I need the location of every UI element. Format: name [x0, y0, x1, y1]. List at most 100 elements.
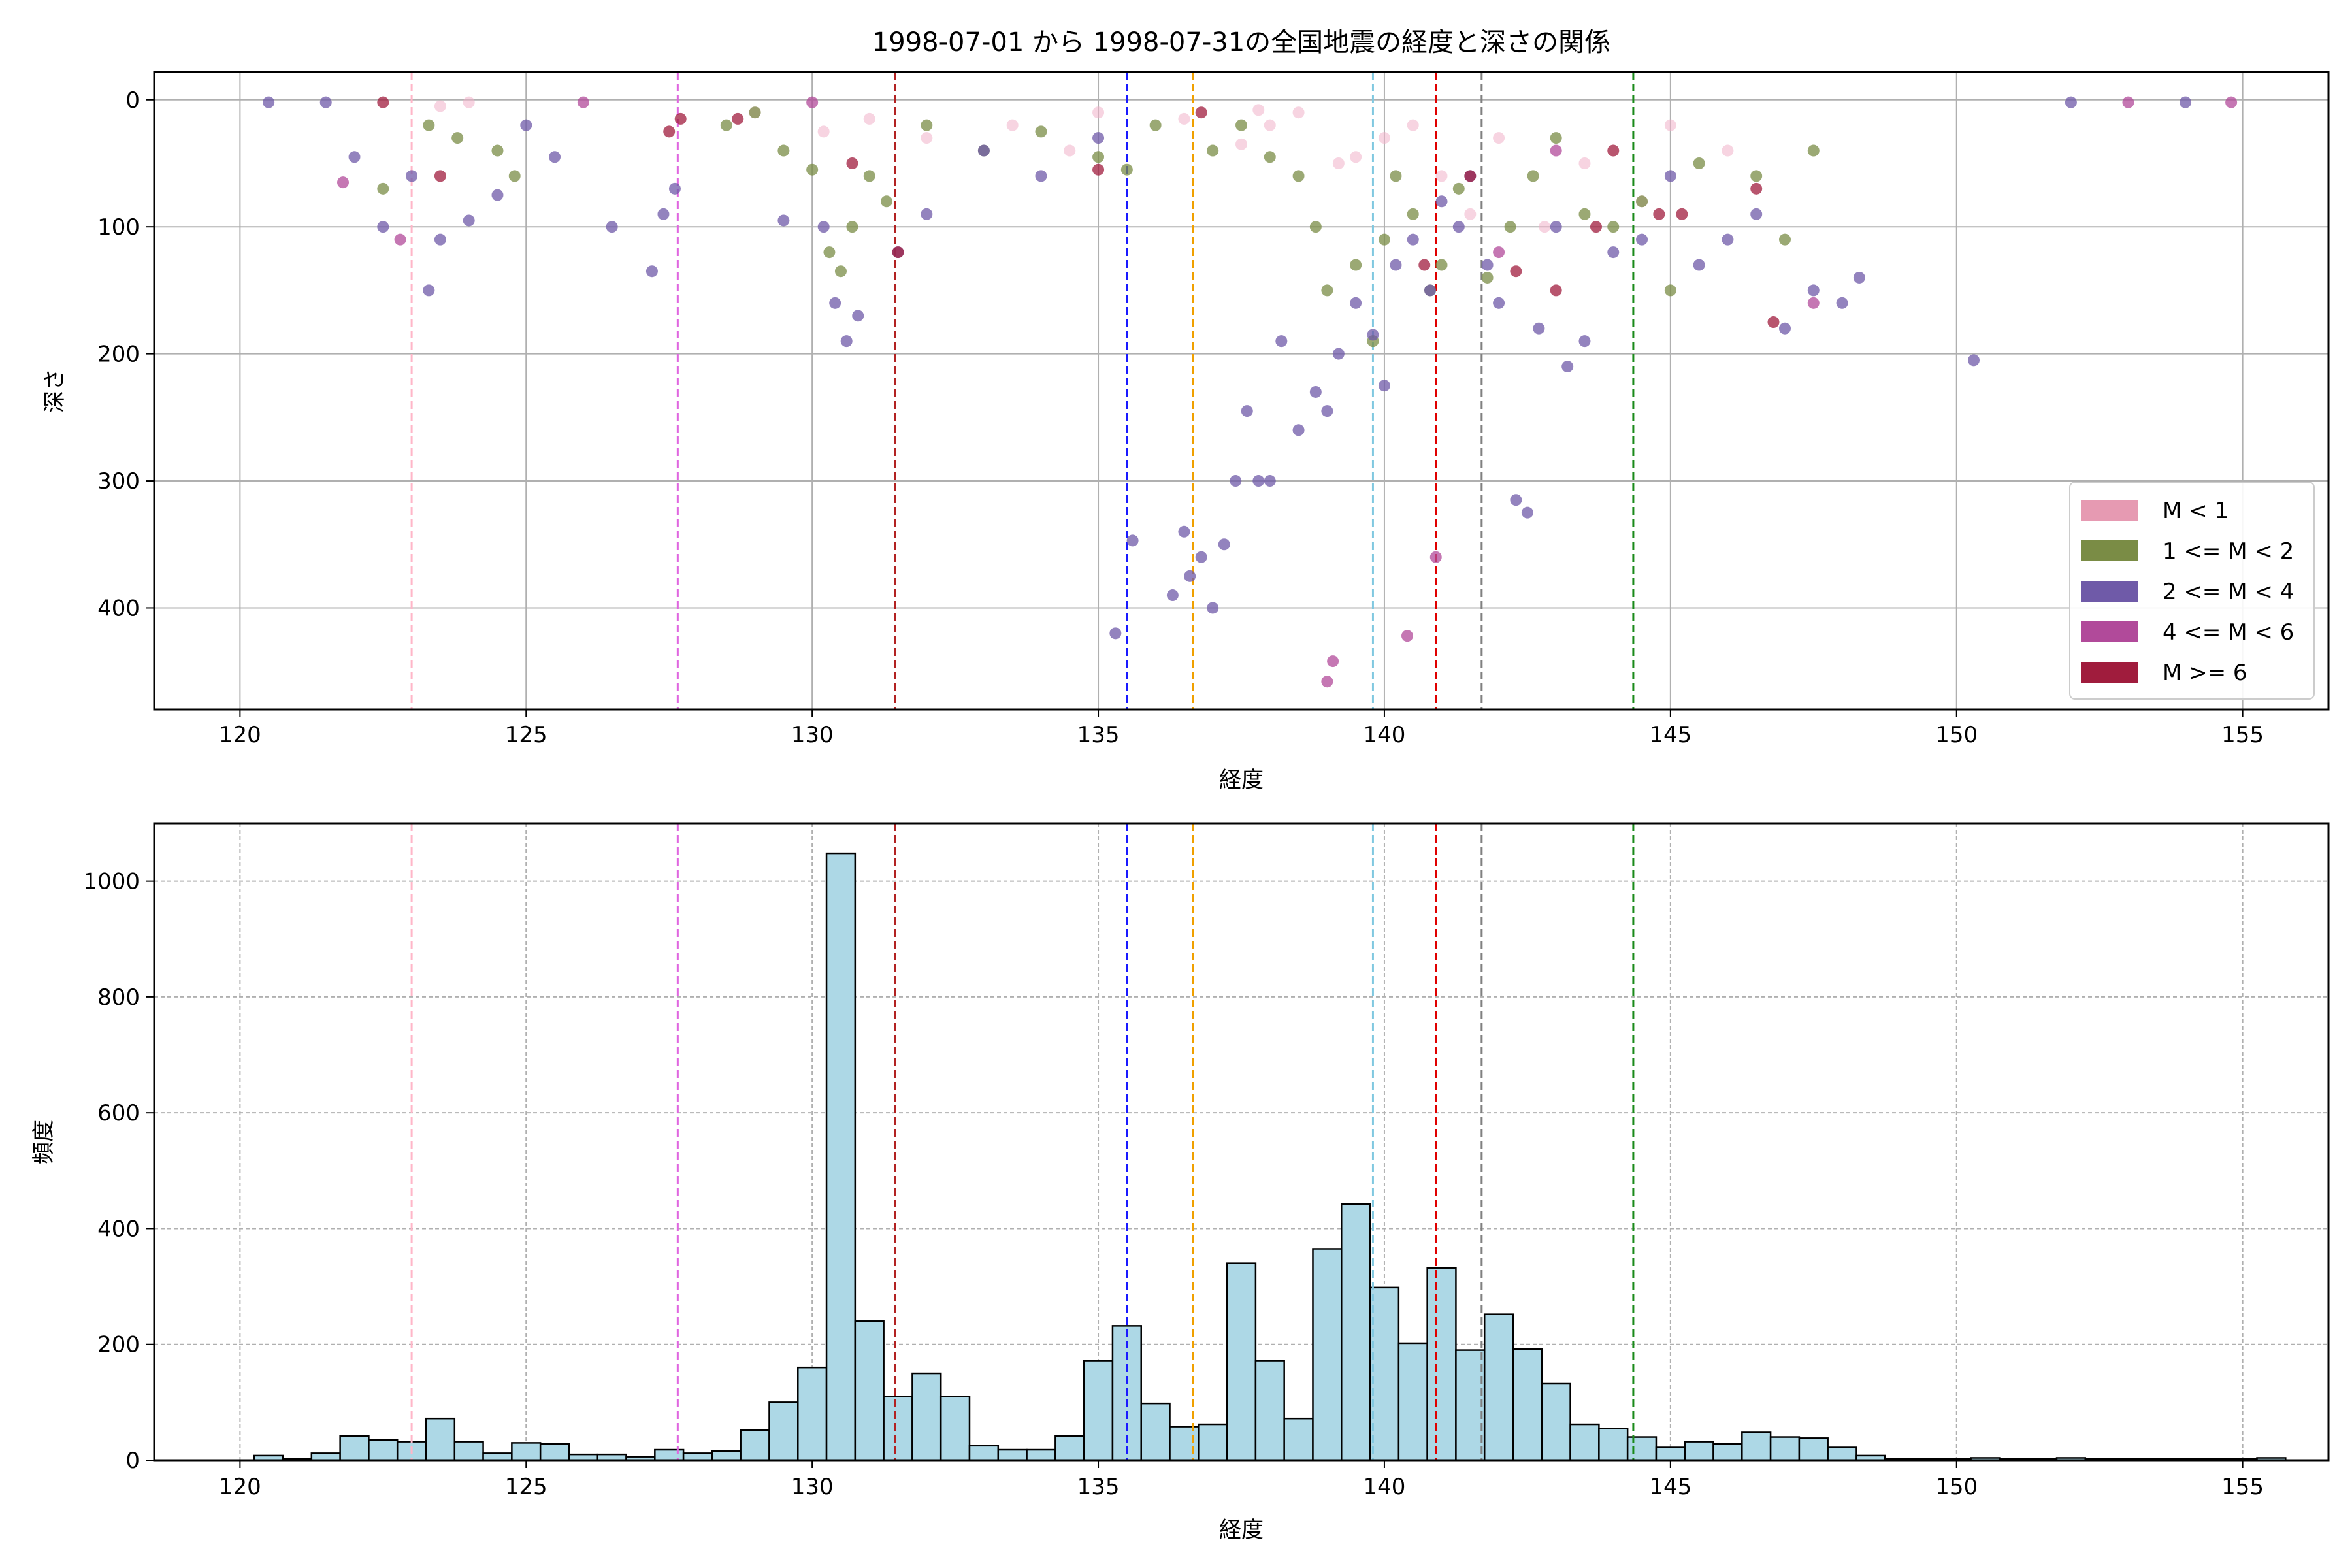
scatter-point	[1664, 284, 1676, 297]
scatter-point	[1109, 627, 1122, 640]
scatter-series	[377, 96, 1780, 329]
legend-label: 1 <= M < 2	[2163, 538, 2294, 564]
scatter-point	[1092, 163, 1105, 176]
scatter-point	[674, 112, 687, 125]
scatter-point	[1275, 335, 1288, 348]
scatter-point	[2122, 96, 2134, 108]
scatter-point	[1126, 534, 1139, 547]
histogram-bar	[682, 1452, 713, 1462]
scatter-point	[1664, 170, 1676, 182]
histogram-bar	[339, 1435, 370, 1462]
scatter-point	[1836, 297, 1848, 309]
scatter-point	[1235, 138, 1247, 150]
scatter-point	[1578, 157, 1591, 169]
scatter-point	[434, 233, 446, 246]
scatter-point	[1750, 170, 1763, 182]
scatter-point	[1407, 208, 1419, 220]
scatter-point	[1493, 132, 1505, 144]
scatter-point	[463, 214, 475, 227]
legend-swatch	[2081, 621, 2138, 642]
scatter-y-ticks: 0 100 200 300 400	[97, 88, 154, 621]
scatter-point	[817, 125, 830, 138]
scatter-point	[1779, 322, 1791, 335]
scatter-point	[720, 119, 732, 131]
scatter-point	[1550, 144, 1562, 157]
legend-swatch	[2081, 540, 2138, 561]
scatter-point	[1429, 551, 1442, 563]
scatter-point	[1367, 329, 1379, 341]
histogram-bar	[1598, 1428, 1629, 1462]
scatter-point	[1350, 151, 1362, 163]
histogram-bar	[1226, 1262, 1257, 1462]
scatter-x-ticks: 120 125 130 135 140 145 150 155	[219, 710, 2264, 748]
scatter-point	[668, 182, 681, 195]
histogram-x-axis-label: 経度	[1219, 1517, 1264, 1543]
histogram-grid	[154, 823, 2328, 1461]
scatter-point	[1435, 170, 1448, 182]
scatter-point	[1321, 284, 1333, 297]
scatter-point	[406, 170, 418, 182]
scatter-point	[1636, 195, 1648, 208]
histogram-plot-frame	[153, 822, 2330, 1462]
scatter-x-tick-label: 130	[791, 722, 834, 748]
histogram-reference-lines	[410, 823, 1635, 1460]
scatter-point	[1332, 348, 1345, 360]
legend-label: 4 <= M < 6	[2163, 619, 2294, 645]
legend-label: M < 1	[2163, 498, 2229, 524]
scatter-point	[1693, 259, 1705, 271]
histogram-bar	[511, 1442, 542, 1462]
scatter-point	[1149, 119, 1162, 131]
scatter-point	[549, 151, 561, 163]
histogram-bar	[883, 1396, 913, 1462]
scatter-point	[1550, 221, 1562, 233]
scatter-point	[1493, 297, 1505, 309]
scatter-point	[1693, 157, 1705, 169]
scatter-point	[1653, 208, 1665, 220]
scatter-point	[1452, 221, 1465, 233]
scatter-point	[1092, 151, 1105, 163]
scatter-point	[1722, 233, 1734, 246]
scatter-point	[1195, 551, 1207, 563]
scatter-point	[1504, 221, 1516, 233]
histogram-bar	[1712, 1443, 1743, 1462]
scatter-point	[423, 284, 435, 297]
scatter-point	[1435, 259, 1448, 271]
histogram-bar	[1827, 1446, 1857, 1462]
scatter-series	[337, 96, 2238, 688]
scatter-point	[1521, 506, 1533, 519]
scatter-point	[829, 297, 841, 309]
scatter-point	[1321, 405, 1333, 417]
scatter-point	[451, 132, 464, 144]
histogram-bar	[1026, 1448, 1056, 1462]
histogram-bar	[711, 1450, 742, 1462]
scatter-point	[1407, 119, 1419, 131]
scatter-reference-lines	[410, 72, 1635, 710]
histogram-x-tick-label: 125	[505, 1474, 547, 1500]
scatter-point	[1590, 221, 1602, 233]
scatter-point	[732, 112, 744, 125]
scatter-point	[463, 96, 475, 108]
scatter-point	[2065, 96, 2077, 108]
legend-box	[2069, 482, 2315, 700]
scatter-point	[377, 96, 389, 108]
scatter-point	[377, 182, 389, 195]
scatter-point	[892, 246, 904, 259]
scatter-point	[1435, 195, 1448, 208]
histogram-bar	[539, 1443, 570, 1462]
histogram-bar	[1512, 1348, 1543, 1462]
histogram-bar	[1283, 1417, 1314, 1462]
scatter-point	[1241, 405, 1253, 417]
scatter-point	[1578, 208, 1591, 220]
scatter-point	[1750, 182, 1763, 195]
histogram-bar	[310, 1452, 341, 1462]
scatter-point	[1607, 246, 1620, 259]
scatter-point	[1807, 284, 1820, 297]
scatter-point	[1390, 259, 1402, 271]
scatter-point	[1636, 233, 1648, 246]
histogram-x-tick-label: 140	[1363, 1474, 1405, 1500]
scatter-point	[817, 221, 830, 233]
scatter-point	[921, 132, 933, 144]
histogram-y-ticks: 0 200 400 600 800 1000	[83, 869, 154, 1474]
scatter-point	[663, 125, 676, 138]
histogram-bar	[1198, 1423, 1228, 1462]
